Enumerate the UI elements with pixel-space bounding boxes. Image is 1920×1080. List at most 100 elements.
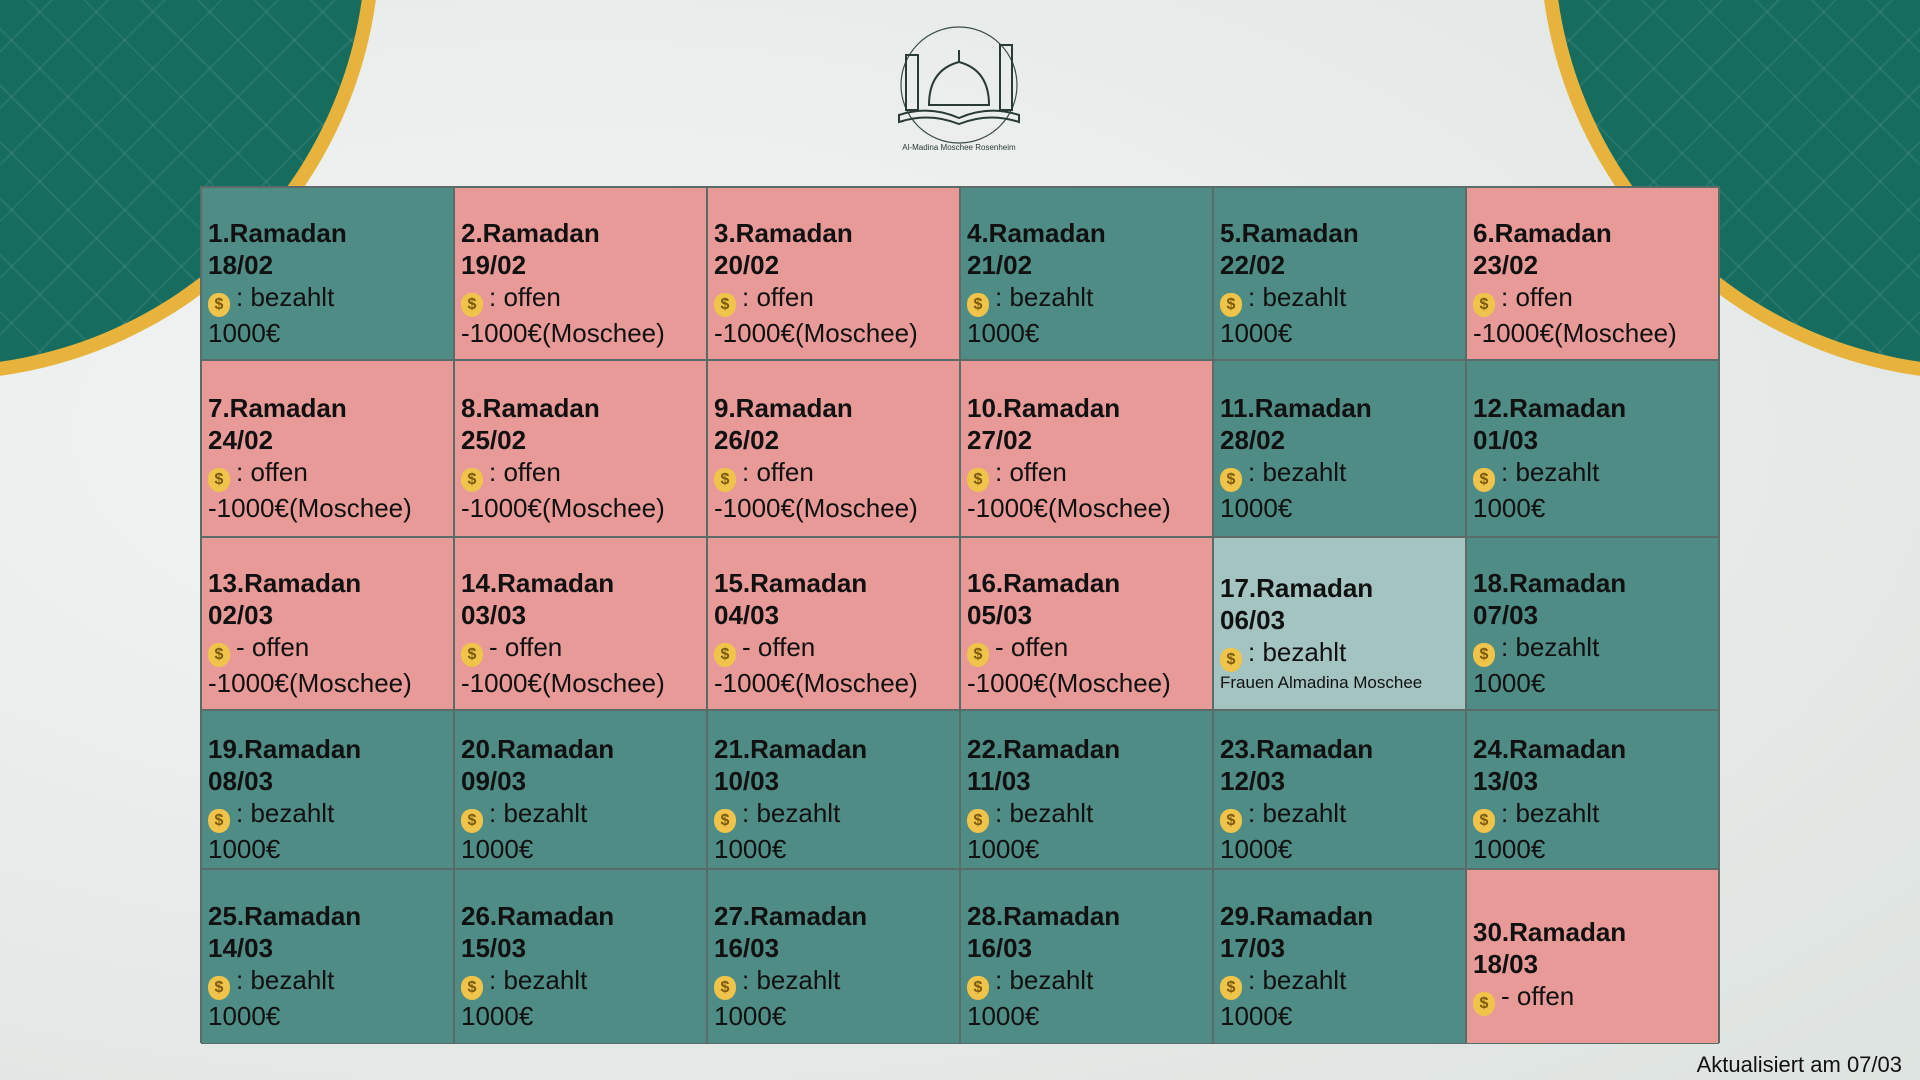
day-amount: 1000€ — [1473, 833, 1546, 864]
money-bag-icon: $ — [208, 467, 230, 492]
payment-status: $: bezahlt — [1220, 456, 1459, 492]
money-bag-icon: $ — [1220, 292, 1242, 317]
status-text: : bezahlt — [1248, 797, 1347, 828]
status-text: : offen — [995, 456, 1067, 487]
payment-status: $ - offen — [1473, 980, 1712, 1016]
day-date: 20/02 — [714, 249, 780, 280]
day-cell: 4.Ramadan 21/02 $: bezahlt 1000€ — [960, 187, 1213, 360]
status-text: : offen — [742, 456, 814, 487]
status-text: : bezahlt — [995, 964, 1094, 995]
payment-status: $: offen — [714, 281, 953, 317]
status-text: : offen — [742, 281, 814, 312]
day-title: 18.Ramadan — [1473, 567, 1627, 598]
day-title: 29.Ramadan — [1220, 900, 1374, 931]
payment-status: $: offen — [461, 281, 700, 317]
day-amount: -1000€(Moschee) — [208, 667, 412, 698]
payment-status: $: bezahlt — [461, 964, 700, 1000]
status-text: : bezahlt — [489, 964, 588, 995]
day-amount: 1000€ — [1220, 317, 1293, 348]
money-bag-icon: $ — [461, 467, 483, 492]
day-cell: 10.Ramadan 27/02 $: offen -1000€(Moschee) — [960, 360, 1213, 537]
day-cell: 11.Ramadan 28/02 $: bezahlt 1000€ — [1213, 360, 1466, 537]
day-cell: 14.Ramadan 03/03 $ - offen -1000€(Moschee) — [454, 537, 707, 710]
day-date: 11/03 — [967, 765, 1031, 796]
money-bag-icon: $ — [1473, 292, 1495, 317]
day-amount: 1000€ — [967, 833, 1040, 864]
day-title: 22.Ramadan — [967, 733, 1121, 764]
money-bag-icon: $ — [967, 467, 989, 492]
day-cell: 22.Ramadan 11/03 $: bezahlt 1000€ — [960, 710, 1213, 869]
day-cell: 2.Ramadan 19/02 $: offen -1000€(Moschee) — [454, 187, 707, 360]
money-bag-icon: $ — [1220, 808, 1242, 833]
day-date: 18/03 — [1473, 948, 1539, 979]
day-cell: 16.Ramadan 05/03 $ - offen -1000€(Moschee) — [960, 537, 1213, 710]
last-updated: Aktualisiert am 07/03 — [1696, 1052, 1902, 1077]
money-bag-icon: $ — [208, 292, 230, 317]
money-bag-icon: $ — [967, 642, 989, 667]
day-date: 24/02 — [208, 424, 274, 455]
payment-status: $: bezahlt — [461, 797, 700, 833]
day-amount: 1000€ — [967, 1000, 1040, 1031]
day-date: 17/03 — [1220, 932, 1286, 963]
status-text: : offen — [489, 281, 561, 312]
day-amount: -1000€(Moschee) — [967, 492, 1171, 523]
day-date: 27/02 — [967, 424, 1033, 455]
day-amount: 1000€ — [1473, 667, 1546, 698]
day-cell: 8.Ramadan 25/02 $: offen -1000€(Moschee) — [454, 360, 707, 537]
day-title: 24.Ramadan — [1473, 733, 1627, 764]
day-cell: 15.Ramadan 04/03 $ - offen -1000€(Moschee) — [707, 537, 960, 710]
day-amount: -1000€(Moschee) — [967, 667, 1171, 698]
money-bag-icon: $ — [1220, 647, 1242, 672]
status-text: : bezahlt — [742, 797, 841, 828]
day-cell: 29.Ramadan 17/03 $: bezahlt 1000€ — [1213, 869, 1466, 1044]
money-bag-icon: $ — [208, 642, 230, 667]
status-text: - offen — [995, 631, 1069, 662]
payment-status: $: bezahlt — [208, 797, 447, 833]
status-text: : bezahlt — [1501, 456, 1600, 487]
money-bag-icon: $ — [208, 975, 230, 1000]
day-date: 12/03 — [1220, 765, 1286, 796]
day-amount: 1000€ — [1220, 492, 1293, 523]
day-date: 04/03 — [714, 599, 780, 630]
day-amount: 1000€ — [461, 833, 534, 864]
day-title: 2.Ramadan — [461, 217, 600, 248]
day-date: 14/03 — [208, 932, 274, 963]
ramadan-calendar-grid: 1.Ramadan 18/02 $: bezahlt 1000€ 2.Ramadan 19… — [200, 186, 1720, 1044]
logo-text: Al-Madina Moschee Rosenheim — [902, 143, 1016, 152]
day-amount: -1000€(Moschee) — [461, 667, 665, 698]
money-bag-icon: $ — [714, 467, 736, 492]
day-title: 14.Ramadan — [461, 567, 615, 598]
money-bag-icon: $ — [1473, 991, 1495, 1016]
day-cell: 18.Ramadan 07/03 $: bezahlt 1000€ — [1466, 537, 1719, 710]
payment-status: $: bezahlt — [1220, 636, 1459, 672]
money-bag-icon: $ — [714, 292, 736, 317]
payment-status: $: offen — [208, 456, 447, 492]
payment-status: $: bezahlt — [1473, 456, 1712, 492]
day-date: 21/02 — [967, 249, 1033, 280]
day-cell: 6.Ramadan 23/02 $: offen -1000€(Moschee) — [1466, 187, 1719, 360]
day-cell: 1.Ramadan 18/02 $: bezahlt 1000€ — [201, 187, 454, 360]
status-text: : bezahlt — [1248, 636, 1347, 667]
day-amount: 1000€ — [208, 317, 281, 348]
day-amount: 1000€ — [1220, 1000, 1293, 1031]
money-bag-icon: $ — [1473, 808, 1495, 833]
day-amount: -1000€(Moschee) — [208, 492, 412, 523]
day-title: 7.Ramadan — [208, 392, 347, 423]
status-text: : bezahlt — [742, 964, 841, 995]
payment-status: $: offen — [461, 456, 700, 492]
day-amount: 1000€ — [461, 1000, 534, 1031]
day-amount: 1000€ — [208, 833, 281, 864]
payment-status: $: offen — [967, 456, 1206, 492]
day-date: 06/03 — [1220, 604, 1286, 635]
day-date: 03/03 — [461, 599, 527, 630]
day-date: 05/03 — [967, 599, 1033, 630]
payment-status: $ - offen — [208, 631, 447, 667]
day-cell: 12.Ramadan 01/03 $: bezahlt 1000€ — [1466, 360, 1719, 537]
day-title: 15.Ramadan — [714, 567, 868, 598]
payment-status: $ - offen — [714, 631, 953, 667]
money-bag-icon: $ — [208, 808, 230, 833]
day-title: 12.Ramadan — [1473, 392, 1627, 423]
day-cell: 13.Ramadan 02/03 $ - offen -1000€(Moschee) — [201, 537, 454, 710]
day-date: 08/03 — [208, 765, 274, 796]
day-cell: 5.Ramadan 22/02 $: bezahlt 1000€ — [1213, 187, 1466, 360]
